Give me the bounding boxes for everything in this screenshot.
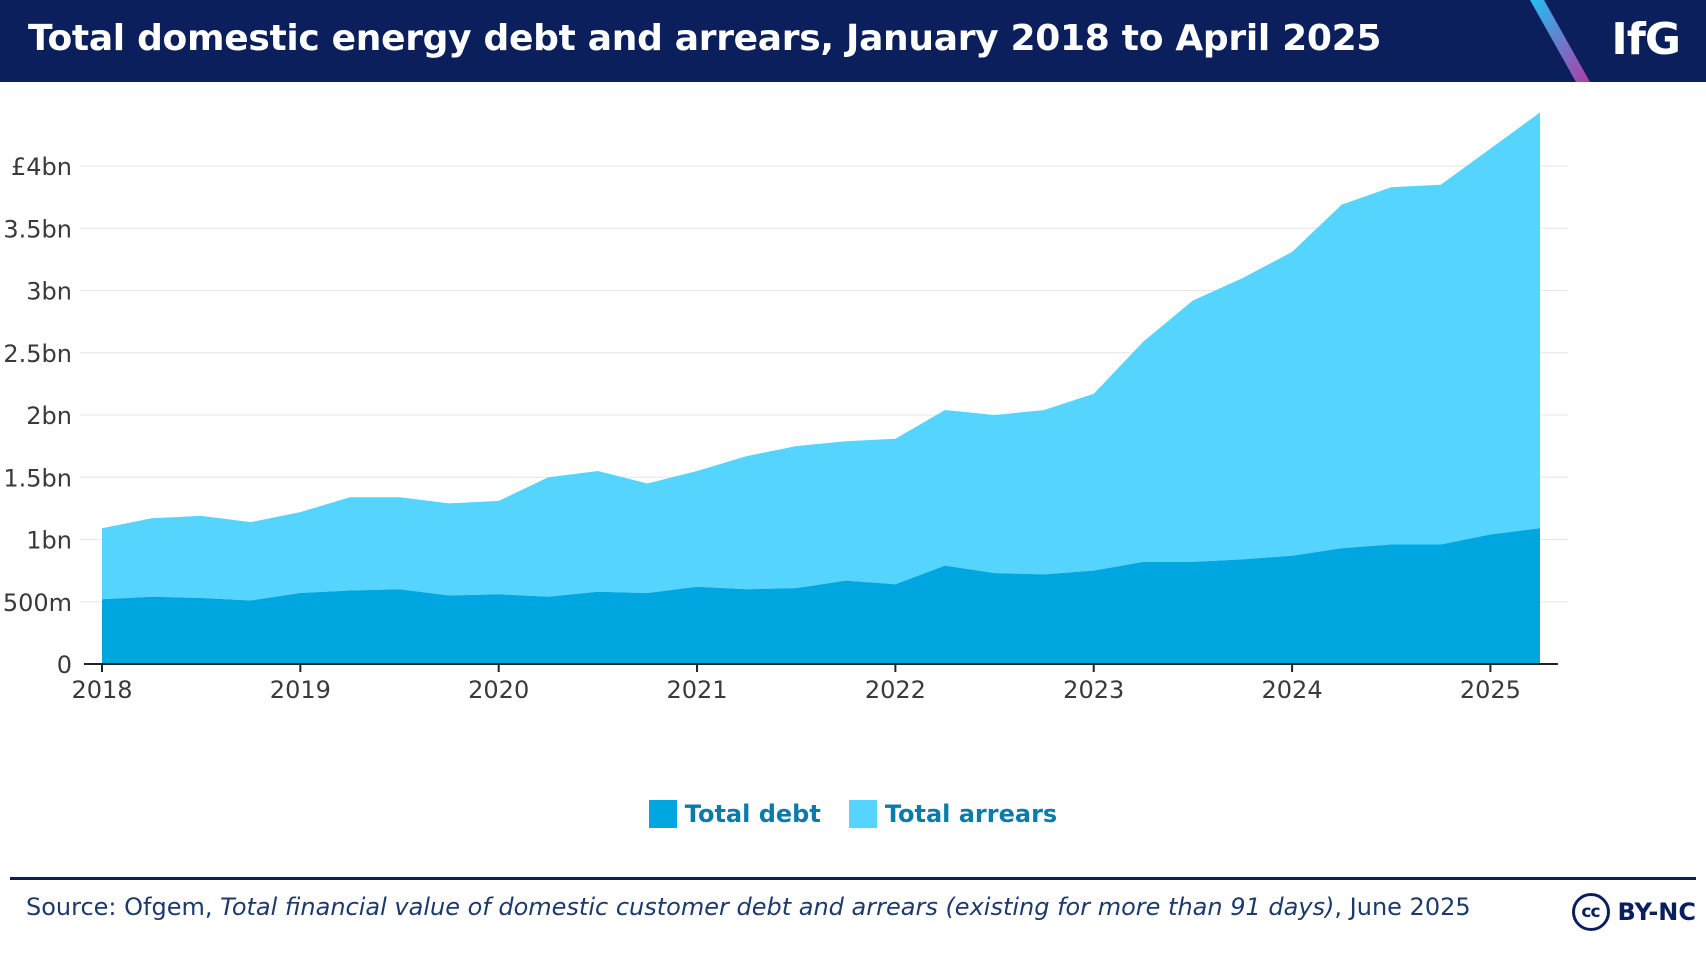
x-tick-label: 2022 [865,676,926,704]
series-area-total-arrears [102,112,1540,601]
x-tick-label: 2021 [666,676,727,704]
y-tick-label: 3bn [26,278,72,306]
legend-item-debt: Total debt [648,800,821,828]
legend: Total debt Total arrears [0,800,1706,828]
y-tick-label: £4bn [11,153,72,181]
source-note: Source: Ofgem, Total financial value of … [26,893,1471,921]
x-tick-label: 2025 [1460,676,1521,704]
x-tick-label: 2023 [1063,676,1124,704]
y-tick-label: 1bn [26,527,72,555]
y-tick-label: 2.5bn [3,340,72,368]
y-tick-label: 500m [3,589,72,617]
source-title: Total financial value of domestic custom… [220,893,1335,921]
license-label: BY-NC [1617,898,1697,926]
legend-swatch-debt [648,800,677,828]
plot-areas [102,112,1540,664]
license: cc BY-NC [1571,893,1697,931]
legend-label-arrears: Total arrears [884,800,1058,828]
brand-stripe-icon [1530,0,1590,82]
ifg-logo: IfG [1611,14,1681,65]
legend-label-debt: Total debt [684,800,821,828]
legend-swatch-arrears [848,800,877,828]
cc-icon: cc [1571,893,1610,931]
source-prefix: Source: Ofgem, [26,893,221,921]
x-tick-label: 2024 [1262,676,1323,704]
y-tick-label: 1.5bn [3,464,72,492]
axes: 0 500m 1bn 1.5bn 2bn 2.5bn 3bn 3.5bn £4bn 2018 201… [3,153,1558,704]
chart-header: Total domestic energy debt and arrears, … [0,0,1706,82]
x-tick-label: 2020 [468,676,529,704]
source-suffix: , June 2025 [1334,893,1471,921]
chart-title: Total domestic energy debt and arrears, … [28,18,1382,59]
y-tick-label: 0 [57,651,72,679]
legend-item-arrears: Total arrears [848,800,1058,828]
series-area-total-debt [102,528,1540,664]
footer-divider [10,877,1696,880]
y-tick-label: 2bn [26,402,72,430]
x-tick-label: 2018 [71,676,132,704]
chart-area: 0 500m 1bn 1.5bn 2bn 2.5bn 3bn 3.5bn £4bn 2018 201… [3,112,1568,704]
x-tick-label: 2019 [270,676,331,704]
y-tick-label: 3.5bn [3,215,72,243]
